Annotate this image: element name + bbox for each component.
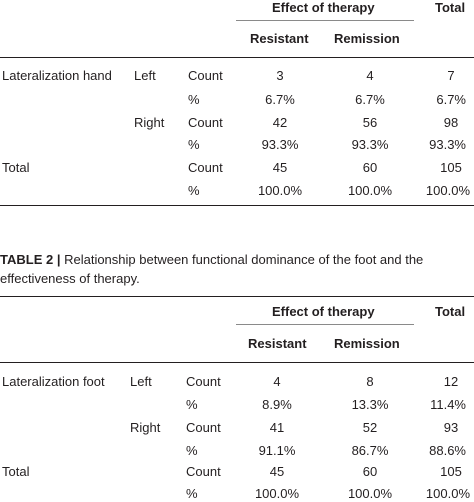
table-1-side-left: Left xyxy=(134,68,156,83)
table-1-stat: Count xyxy=(188,115,223,130)
table-2-top-rule xyxy=(0,296,474,297)
table-2-caption-label: TABLE 2 | xyxy=(0,252,61,267)
table-2-header-group: Effect of therapy xyxy=(272,304,375,319)
table-1-cell-resistant: 93.3% xyxy=(261,137,299,152)
table-2-cell-total: 105 xyxy=(440,464,462,479)
table-1-cell-resistant: 6.7% xyxy=(265,92,295,107)
table-1-stat: % xyxy=(188,183,200,198)
table-2-cell-total: 88.6% xyxy=(429,443,466,458)
table-2-cell-resistant: 4 xyxy=(273,374,281,389)
table-2-cell-resistant: 8.9% xyxy=(262,397,292,412)
table-2-stat: % xyxy=(186,443,198,458)
table-1-bottom-rule xyxy=(0,205,474,206)
table-1-header-group: Effect of therapy xyxy=(272,0,375,15)
table-1-cell-remission: 4 xyxy=(366,68,374,83)
table-2-cell-remission: 86.7% xyxy=(351,443,389,458)
table-1-cell-total: 6.7% xyxy=(436,92,466,107)
table-2-total-label: Total xyxy=(2,464,30,479)
table-1-header-total: Total xyxy=(435,0,466,15)
table-1-cell-resistant: 100.0% xyxy=(257,183,303,198)
table-2-header-remission: Remission xyxy=(334,336,400,351)
table-2-cell-remission: 8 xyxy=(366,374,374,389)
table-1-header-remission: Remission xyxy=(334,31,400,46)
table-2-cell-remission: 60 xyxy=(362,464,378,479)
table-2-stat: % xyxy=(186,486,198,501)
table-1-cell-remission: 100.0% xyxy=(347,183,393,198)
table-2-cell-remission: 100.0% xyxy=(347,486,393,501)
table-2-cell-resistant: 45 xyxy=(269,464,285,479)
table-1-stat: Count xyxy=(188,68,223,83)
table-2-stat: Count xyxy=(186,420,221,435)
table-2-stat: Count xyxy=(186,374,221,389)
table-1-cell-remission: 60 xyxy=(362,160,378,175)
table-2-header-rule xyxy=(0,362,474,363)
table-2-side-left: Left xyxy=(130,374,152,389)
table-2-cell-resistant: 91.1% xyxy=(258,443,296,458)
table-2-cell-remission: 13.3% xyxy=(351,397,389,412)
table-1-group-underline xyxy=(236,20,414,21)
table-2-side-right: Right xyxy=(130,420,161,435)
table-2-stat: Count xyxy=(186,464,221,479)
table-1-header-rule xyxy=(0,57,474,58)
table-1-cell-remission: 93.3% xyxy=(351,137,389,152)
table-1-total-label: Total xyxy=(2,160,30,175)
table-1-cell-total: 7 xyxy=(447,68,455,83)
table-1-cell-remission: 56 xyxy=(362,115,378,130)
table-1-cell-total: 105 xyxy=(440,160,462,175)
table-2-caption-text: Relationship between functional dominanc… xyxy=(0,252,424,286)
table-2-caption: TABLE 2 | Relationship between functiona… xyxy=(0,250,472,288)
table-2-header-resistant: Resistant xyxy=(248,336,307,351)
table-1-stat: % xyxy=(188,92,200,107)
table-1-stat: % xyxy=(188,137,200,152)
table-1-cell-resistant: 45 xyxy=(272,160,288,175)
table-1-cell-resistant: 3 xyxy=(276,68,284,83)
table-2-cell-total: 100.0% xyxy=(425,486,470,501)
table-1-header-resistant: Resistant xyxy=(250,31,309,46)
table-1-cell-total: 93.3% xyxy=(429,137,466,152)
table-2-cell-remission: 52 xyxy=(362,420,378,435)
table-1-side-right: Right xyxy=(134,115,165,130)
table-2-cell-total: 93 xyxy=(443,420,459,435)
table-2-var-label: Lateralization foot xyxy=(2,374,105,389)
table-1-cell-resistant: 42 xyxy=(272,115,288,130)
table-1-cell-total: 100.0% xyxy=(425,183,470,198)
table-2-cell-total: 11.4% xyxy=(430,397,466,412)
table-1-stat: Count xyxy=(188,160,223,175)
table-2-cell-resistant: 100.0% xyxy=(254,486,300,501)
table-2-stat: % xyxy=(186,397,198,412)
table-1-var-label: Lateralization hand xyxy=(2,68,112,83)
table-1-cell-remission: 6.7% xyxy=(355,92,385,107)
table-2-cell-resistant: 41 xyxy=(269,420,285,435)
table-1-cell-total: 98 xyxy=(443,115,459,130)
table-2-cell-total: 12 xyxy=(443,374,459,389)
table-2-group-underline xyxy=(236,324,414,325)
table-2-header-total: Total xyxy=(435,304,466,319)
